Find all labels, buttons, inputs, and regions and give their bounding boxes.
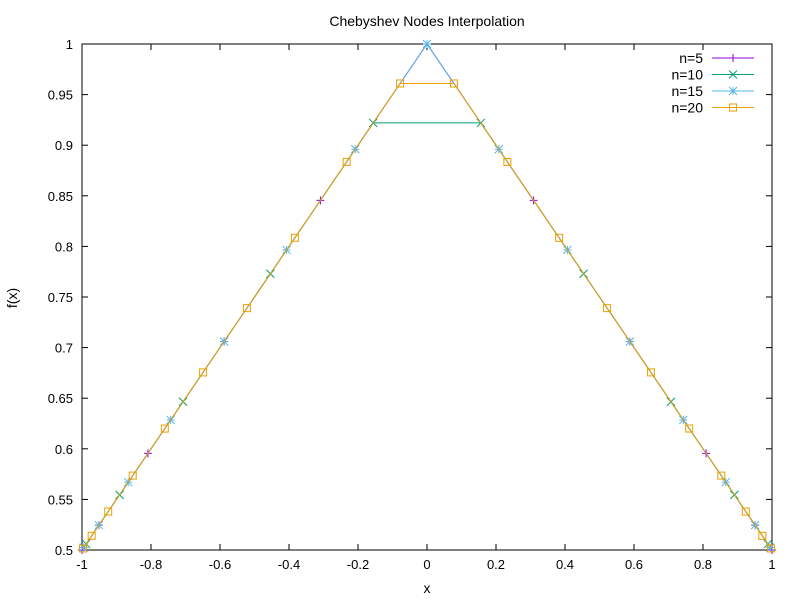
x-tick-label: -0.4 [278,557,300,572]
data-point [741,507,750,516]
data-point [449,79,458,88]
y-axis-label: f(x) [4,288,20,308]
y-tick-label: 1 [66,37,73,52]
legend-marker [729,103,737,112]
y-tick-label: 0.8 [55,239,73,254]
y-tick-label: 0.5 [55,543,73,558]
y-tick-label: 0.95 [48,88,73,103]
y-tick-label: 0.6 [55,442,73,457]
series-n=20 [79,79,775,553]
data-point [646,368,655,377]
x-tick-label: 0.2 [487,557,505,572]
x-tick-label: 0 [423,557,430,572]
x-axis-label: x [424,580,431,596]
data-point [104,507,113,516]
y-tick-label: 0.7 [55,341,73,356]
y-tick-label: 0.55 [48,492,73,507]
chart-title: Chebyshev Nodes Interpolation [329,13,524,29]
legend-entry: n=15 [671,83,754,99]
legend-label: n=15 [671,83,703,99]
data-point [396,79,405,88]
data-point [242,304,251,313]
legend: n=5n=10n=15n=20 [671,50,754,116]
x-tick-label: 0.4 [556,557,574,572]
data-point [603,304,612,313]
data-point [342,157,351,166]
data-point [555,233,564,242]
series-line-n=20 [82,83,772,549]
x-tick-label: -0.6 [209,557,231,572]
x-tick-label: -0.2 [347,557,369,572]
y-tick-label: 0.75 [48,290,73,305]
data-point [758,531,767,540]
x-tick-label: -1 [76,557,88,572]
legend-marker [728,86,738,96]
x-tick-label: -0.8 [140,557,162,572]
legend-label: n=10 [671,67,703,83]
data-point [128,471,137,480]
data-point [290,233,299,242]
x-tick-label: 0.6 [625,557,643,572]
data-point [503,157,512,166]
y-tick-label: 0.65 [48,391,73,406]
data-point [160,424,169,433]
legend-entry: n=10 [671,67,754,83]
legend-marker [728,70,738,79]
data-point [766,544,775,553]
data-point [422,39,432,49]
data-point [685,424,694,433]
legend-entry: n=5 [679,50,754,66]
x-tick-label: 1 [768,557,775,572]
legend-label: n=20 [671,100,703,116]
data-point [717,471,726,480]
y-axis: 0.5 0.55 0.6 0.65 0.7 0.75 0.8 0.85 0.9 0.95 1 [48,37,772,558]
data-point [87,531,96,540]
y-tick-label: 0.9 [55,138,73,153]
legend-entry: n=20 [671,100,754,116]
x-tick-label: 0.8 [694,557,712,572]
legend-marker [729,54,737,62]
series-layer [78,39,776,554]
legend-label: n=5 [679,50,703,66]
data-point [199,368,208,377]
data-point [79,544,88,553]
y-tick-label: 0.85 [48,189,73,204]
